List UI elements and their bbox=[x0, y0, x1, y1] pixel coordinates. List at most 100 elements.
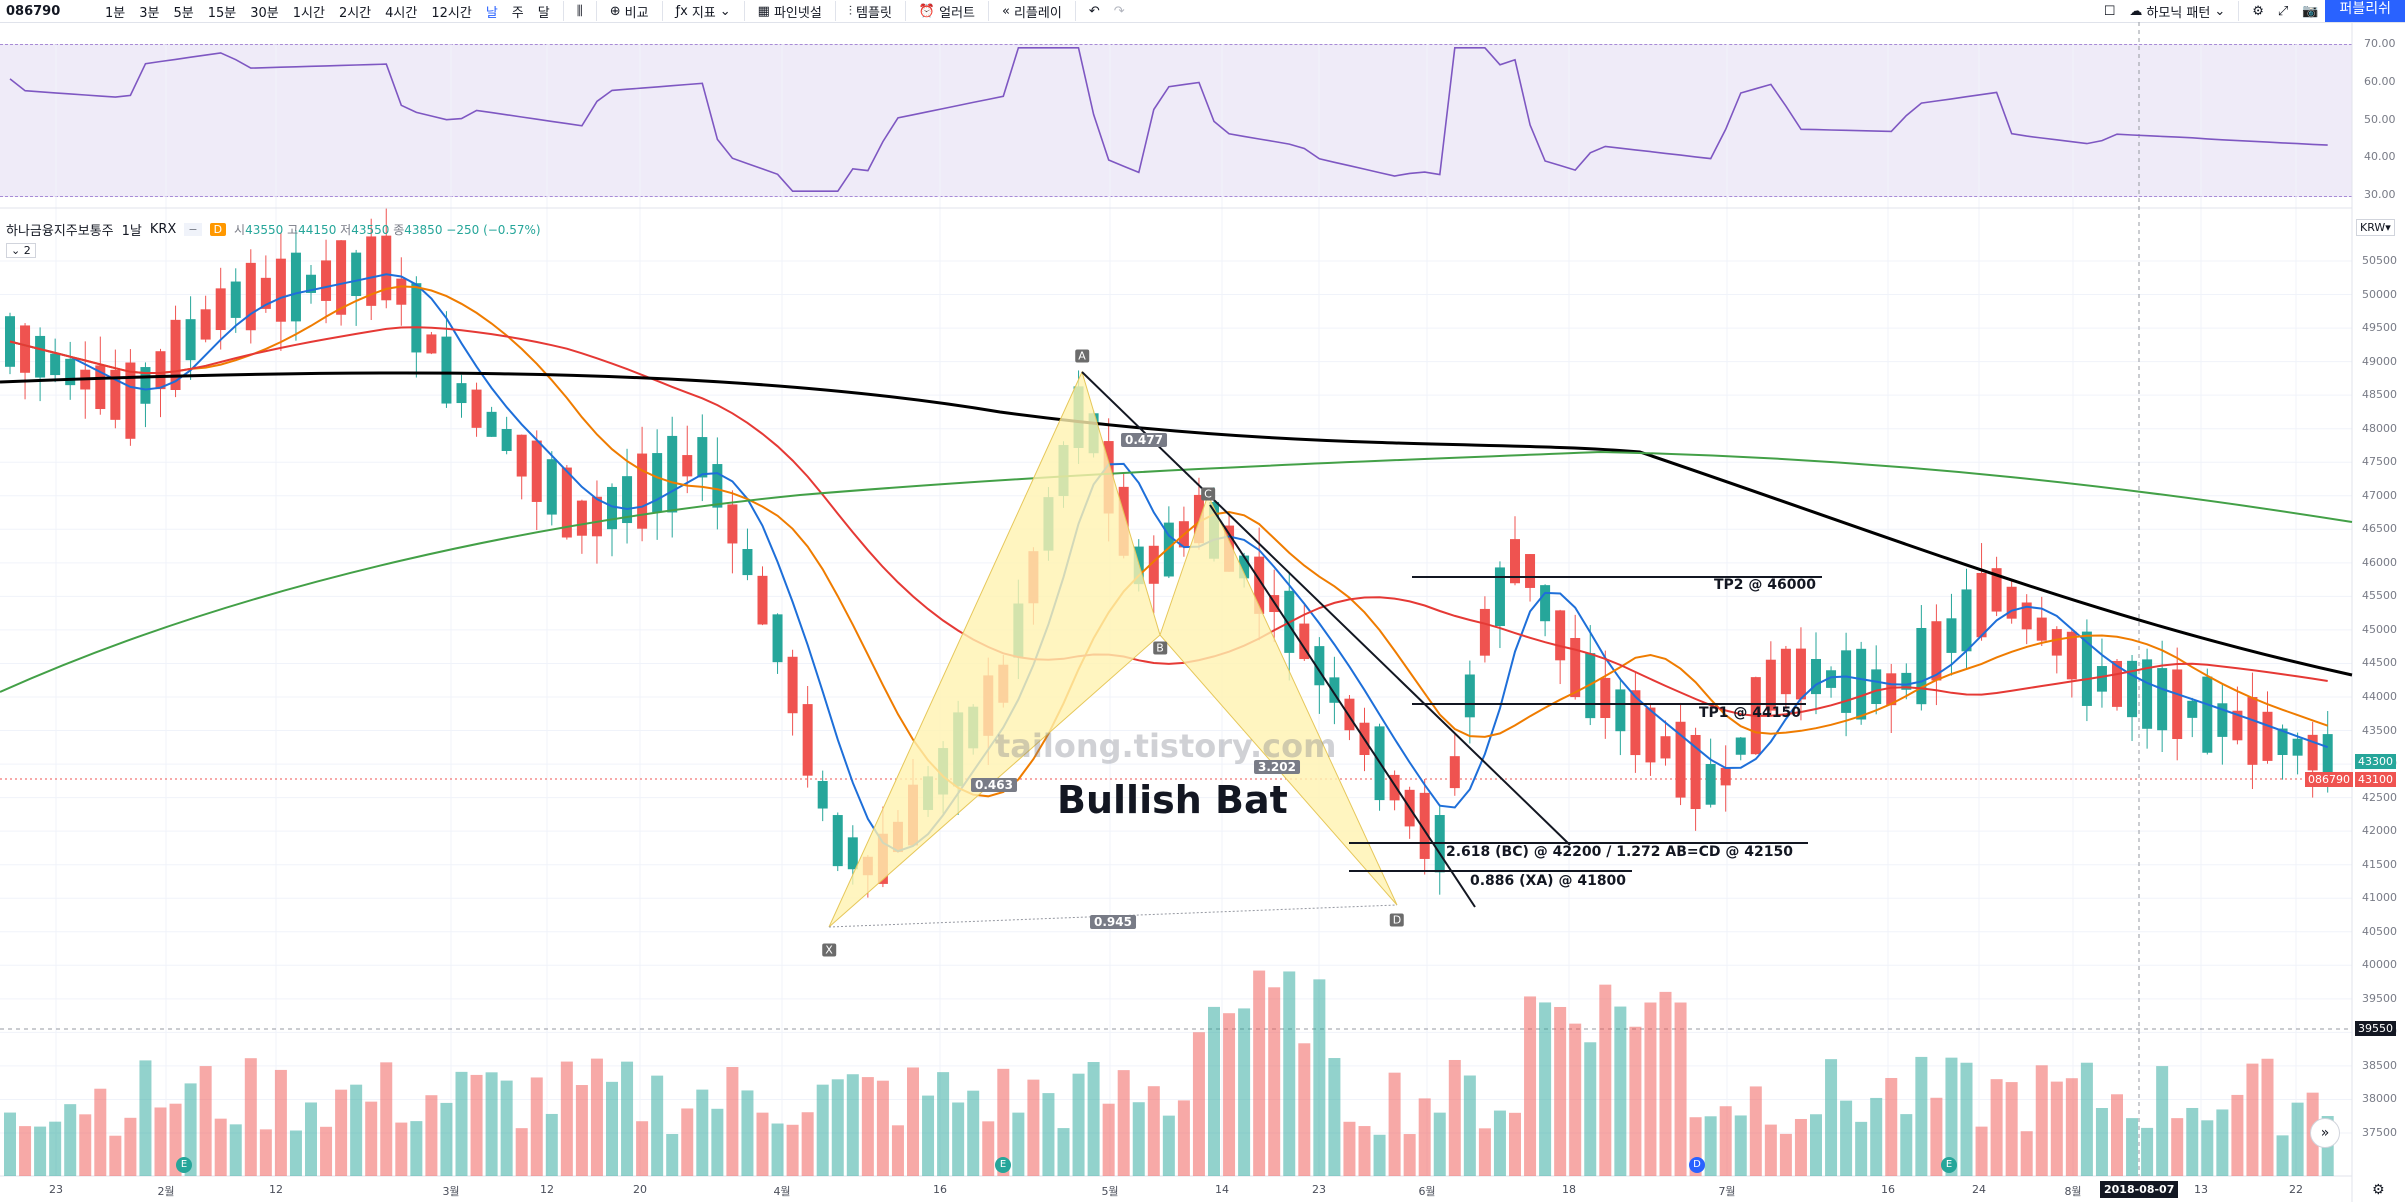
indicators-button[interactable]: ƒx 지표 ⌄ bbox=[669, 2, 738, 21]
snapshot-button[interactable]: 📷 bbox=[2295, 4, 2325, 19]
ma-60-line bbox=[9, 326, 2328, 717]
chevron-down-icon: ⌄ bbox=[719, 3, 731, 19]
gear-icon[interactable]: ⚙ bbox=[2372, 1182, 2385, 1198]
ma-120-line bbox=[0, 371, 2353, 677]
templates-icon: ⫶ bbox=[848, 3, 853, 19]
timeframe-5[interactable]: 1시간 bbox=[292, 5, 325, 21]
volume-bar bbox=[94, 1088, 107, 1176]
earnings-event-badge[interactable]: E bbox=[1941, 1157, 1957, 1173]
price-tick: 46000 bbox=[2362, 555, 2397, 569]
legend-ohlc: 시43550 고44150 저43550 종43850 −250 (−0.57%… bbox=[234, 221, 541, 238]
legend-collapse-button[interactable]: ⌄ 2 bbox=[6, 243, 36, 258]
pattern-name-label[interactable]: Bullish Bat bbox=[1057, 778, 1288, 822]
legend-hide-button[interactable]: − bbox=[184, 223, 202, 236]
settings-button[interactable]: ⚙ bbox=[2245, 4, 2271, 19]
templates-label: 템플릿 bbox=[856, 5, 892, 21]
toolbar-divider bbox=[834, 1, 836, 21]
xa-retracement-label[interactable]: 0.886 (XA) @ 41800 bbox=[1470, 873, 1627, 889]
bc-extension-label[interactable]: 2.618 (BC) @ 42200 / 1.272 AB=CD @ 42150 bbox=[1446, 844, 1793, 860]
chart-type-button[interactable]: ⫼ bbox=[570, 4, 590, 19]
earnings-event-badge[interactable]: E bbox=[176, 1157, 192, 1173]
trendline-2 bbox=[1209, 504, 1476, 908]
candle-body bbox=[546, 459, 557, 515]
candle-body bbox=[381, 235, 392, 301]
compare-button[interactable]: ⊕ 비교 bbox=[603, 2, 656, 21]
candle-body bbox=[456, 383, 467, 404]
layout-button[interactable]: ☐ bbox=[2097, 4, 2123, 19]
volume-bar bbox=[1825, 1059, 1838, 1176]
scroll-to-realtime-button[interactable]: » bbox=[2310, 1118, 2340, 1148]
dividend-event-badge[interactable]: D bbox=[1689, 1157, 1705, 1173]
candle-body bbox=[1871, 669, 1882, 705]
redo-button[interactable]: ↷ bbox=[1113, 3, 1125, 19]
timeframe-7[interactable]: 4시간 bbox=[385, 5, 418, 21]
candle-body bbox=[1946, 618, 1957, 653]
timeframe-4[interactable]: 30분 bbox=[250, 5, 279, 21]
timeframe-3[interactable]: 15분 bbox=[207, 5, 237, 21]
candle-body bbox=[652, 453, 663, 513]
volume-bar bbox=[2065, 1078, 2078, 1176]
date-tick: 16 bbox=[933, 1183, 947, 1196]
alert-button[interactable]: ⏰ 얼러트 bbox=[912, 2, 982, 21]
toolbar-divider bbox=[743, 1, 745, 21]
volume-bar bbox=[1433, 1112, 1446, 1176]
timeframe-6[interactable]: 2시간 bbox=[338, 5, 372, 21]
volume-bar bbox=[1147, 1086, 1160, 1176]
candle-body bbox=[742, 549, 753, 576]
volume-bar bbox=[184, 1083, 197, 1176]
volume-bar bbox=[1930, 1097, 1943, 1176]
volume-bar bbox=[2005, 1082, 2018, 1176]
candle-body bbox=[2066, 631, 2077, 680]
candle-body bbox=[1419, 792, 1430, 859]
volume-bar bbox=[1463, 1075, 1476, 1176]
volume-bar bbox=[1403, 1134, 1416, 1176]
templates-button[interactable]: ⫶ 템플릿 bbox=[842, 2, 899, 21]
candle-body bbox=[1344, 698, 1355, 731]
top-toolbar: 086790 1분 3분 5분 15분 30분 1시간 2시간 4시간 12시간 날 주 달 ⫼ ⊕ 비… bbox=[0, 0, 2405, 23]
timeframe-0[interactable]: 1분 bbox=[105, 5, 126, 21]
volume-bar bbox=[425, 1095, 438, 1176]
fullscreen-button[interactable]: ⤢ bbox=[2271, 4, 2295, 19]
tp1-label[interactable]: TP1 @ 44150 bbox=[1699, 705, 1802, 721]
candle-body bbox=[607, 486, 617, 530]
publish-button[interactable]: 퍼블리쉬 bbox=[2325, 0, 2405, 22]
tp2-label[interactable]: TP2 @ 46000 bbox=[1714, 577, 1817, 593]
candle-body bbox=[230, 281, 241, 318]
volume-bar bbox=[2276, 1135, 2289, 1176]
harmonic-pattern-button[interactable]: ☁ 하모닉 패턴 ⌄ bbox=[2122, 2, 2232, 21]
timeframe-2[interactable]: 5분 bbox=[173, 5, 194, 21]
candle-body bbox=[667, 435, 678, 513]
timeframe-10[interactable]: 주 bbox=[511, 5, 524, 21]
candle-body bbox=[1735, 737, 1746, 755]
candle-body bbox=[1525, 554, 1536, 588]
volume-bar bbox=[1614, 1006, 1627, 1176]
legend-title: 하나금융지주보통주 bbox=[6, 224, 114, 239]
undo-button[interactable]: ↶ bbox=[1088, 3, 1100, 19]
volume-bar bbox=[350, 1084, 363, 1176]
replay-button[interactable]: «리플레이 bbox=[995, 2, 1069, 21]
volume-bar bbox=[1298, 1043, 1311, 1176]
pattern-ratio-label: 0.463 bbox=[971, 778, 1017, 792]
volume-bar bbox=[1644, 1002, 1657, 1176]
timeframe-9[interactable]: 날 bbox=[485, 5, 498, 21]
volume-bar bbox=[666, 1134, 679, 1176]
timeframe-8[interactable]: 12시간 bbox=[431, 5, 472, 21]
symbol-search[interactable]: 086790 bbox=[6, 3, 61, 19]
timeframe-1[interactable]: 3분 bbox=[139, 5, 160, 21]
volume-bar bbox=[1945, 1057, 1958, 1176]
candle-body bbox=[576, 500, 587, 536]
earnings-event-badge[interactable]: E bbox=[995, 1157, 1011, 1173]
date-tick: 22 bbox=[2289, 1183, 2303, 1196]
candles-icon: ⫼ bbox=[576, 3, 583, 19]
candle-body bbox=[185, 319, 196, 361]
pine-editor-button[interactable]: ▦ 파인넷설 bbox=[751, 2, 829, 21]
rsi-pane bbox=[0, 44, 2352, 197]
candle-body bbox=[2307, 734, 2318, 771]
candle-body bbox=[531, 440, 542, 502]
price-tick: 45000 bbox=[2362, 622, 2397, 636]
timeframe-11[interactable]: 달 bbox=[537, 5, 550, 21]
price-tick: 46500 bbox=[2362, 522, 2397, 536]
currency-selector[interactable]: KRW▾ bbox=[2356, 219, 2395, 236]
date-tick: 14 bbox=[1215, 1183, 1229, 1196]
